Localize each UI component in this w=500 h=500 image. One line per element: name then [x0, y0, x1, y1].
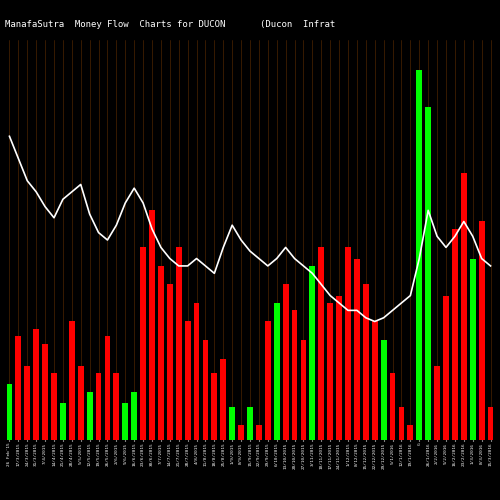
Bar: [212, 374, 218, 440]
Bar: [300, 340, 306, 440]
Bar: [390, 374, 396, 440]
Bar: [354, 258, 360, 440]
Bar: [230, 406, 235, 440]
Bar: [247, 406, 253, 440]
Bar: [60, 403, 66, 440]
Bar: [372, 322, 378, 440]
Bar: [380, 340, 386, 440]
Bar: [149, 210, 155, 440]
Bar: [363, 284, 368, 440]
Bar: [96, 374, 102, 440]
Bar: [443, 296, 449, 440]
Bar: [184, 322, 190, 440]
Bar: [34, 329, 39, 440]
Bar: [220, 358, 226, 440]
Bar: [274, 303, 280, 440]
Bar: [345, 248, 351, 440]
Bar: [104, 336, 110, 440]
Bar: [318, 248, 324, 440]
Bar: [416, 70, 422, 440]
Bar: [167, 284, 172, 440]
Bar: [426, 106, 431, 440]
Bar: [488, 406, 494, 440]
Bar: [176, 248, 182, 440]
Text: (Ducon  Infrat: (Ducon Infrat: [260, 20, 335, 29]
Bar: [256, 425, 262, 440]
Bar: [408, 425, 414, 440]
Bar: [194, 303, 200, 440]
Bar: [461, 174, 466, 440]
Bar: [24, 366, 30, 440]
Bar: [122, 403, 128, 440]
Bar: [140, 248, 146, 440]
Bar: [238, 425, 244, 440]
Bar: [470, 258, 476, 440]
Bar: [310, 266, 316, 440]
Text: ManafaSutra  Money Flow  Charts for DUCON: ManafaSutra Money Flow Charts for DUCON: [5, 20, 226, 29]
Bar: [292, 310, 298, 440]
Bar: [132, 392, 137, 440]
Bar: [42, 344, 48, 440]
Bar: [78, 366, 84, 440]
Bar: [478, 222, 484, 440]
Bar: [114, 374, 119, 440]
Bar: [282, 284, 288, 440]
Bar: [398, 406, 404, 440]
Bar: [336, 296, 342, 440]
Bar: [452, 229, 458, 440]
Bar: [86, 392, 92, 440]
Bar: [202, 340, 208, 440]
Bar: [328, 303, 333, 440]
Bar: [158, 266, 164, 440]
Bar: [6, 384, 12, 440]
Bar: [69, 322, 74, 440]
Bar: [51, 374, 57, 440]
Bar: [265, 322, 270, 440]
Bar: [16, 336, 22, 440]
Bar: [434, 366, 440, 440]
